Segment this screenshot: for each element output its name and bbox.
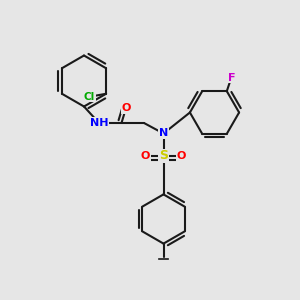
Text: O: O [121, 103, 131, 113]
Text: F: F [228, 73, 235, 83]
Text: N: N [159, 128, 168, 139]
Text: NH: NH [90, 118, 108, 128]
Text: O: O [141, 151, 150, 161]
Text: S: S [159, 149, 168, 163]
Text: Cl: Cl [84, 92, 95, 102]
Text: O: O [177, 151, 186, 161]
